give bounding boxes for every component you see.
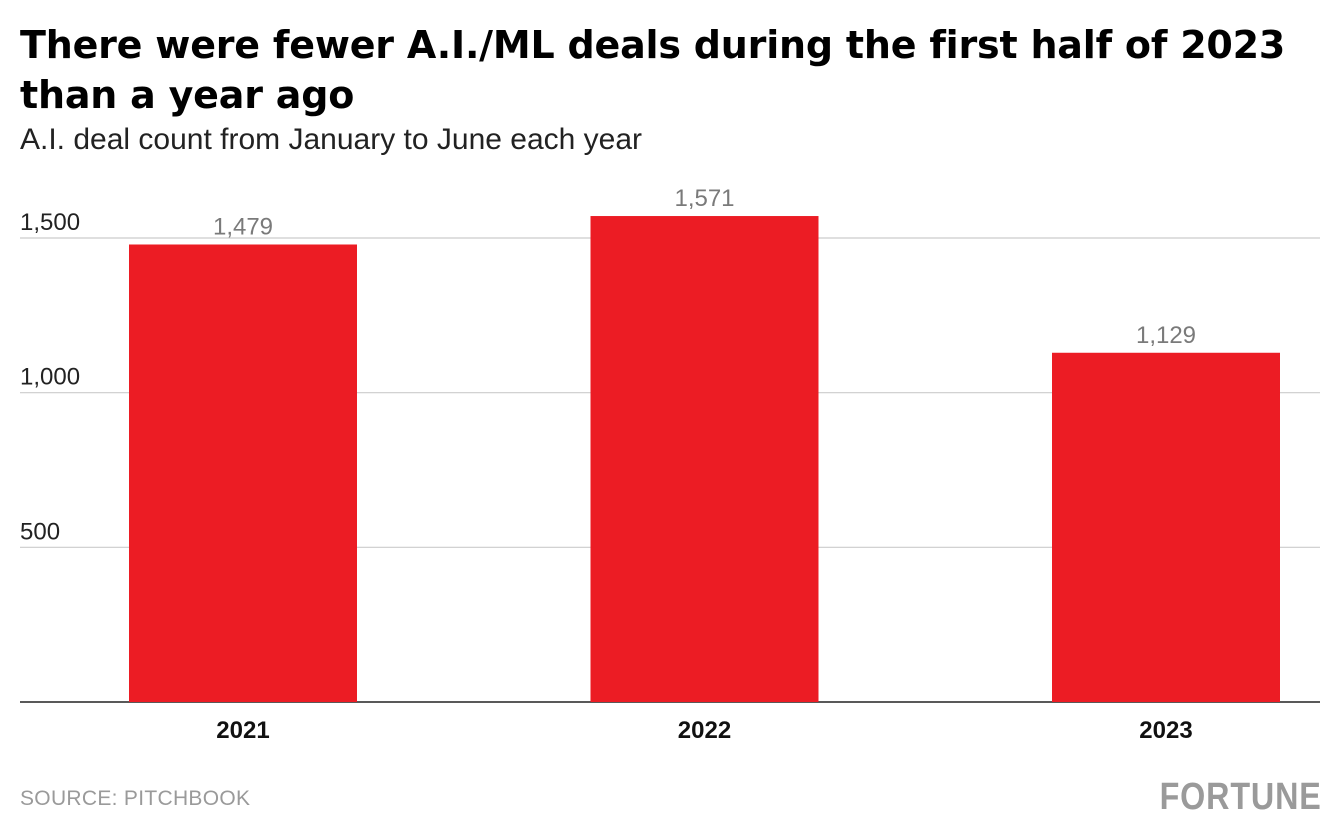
y-tick-label: 1,000 <box>20 364 80 391</box>
x-tick-label: 2022 <box>678 717 731 744</box>
value-label: 1,571 <box>674 185 734 212</box>
source-note: SOURCE: PITCHBOOK <box>20 787 251 810</box>
bar-chart: 500 1,000 1,500 1,479 2021 1,571 2022 1,129 2023 <box>20 185 1320 744</box>
chart-subtitle: A.I. deal count from January to June eac… <box>20 123 643 156</box>
fortune-logo: FORTUNE <box>1159 776 1322 818</box>
value-label: 1,479 <box>213 213 273 240</box>
y-tick-label: 1,500 <box>20 209 80 236</box>
chart-title: There were fewer A.I./ML deals during th… <box>20 23 1286 117</box>
x-tick-label: 2023 <box>1139 717 1192 744</box>
value-label: 1,129 <box>1136 322 1196 349</box>
x-tick-label: 2021 <box>216 717 269 744</box>
bars <box>129 216 1280 702</box>
y-tick-label: 500 <box>20 518 60 545</box>
bar-2021 <box>129 244 357 702</box>
bar-2023 <box>1052 352 1280 702</box>
bar-2022 <box>590 216 819 702</box>
labels: 500 1,000 1,500 1,479 2021 1,571 2022 1,129 2023 <box>20 185 1196 744</box>
